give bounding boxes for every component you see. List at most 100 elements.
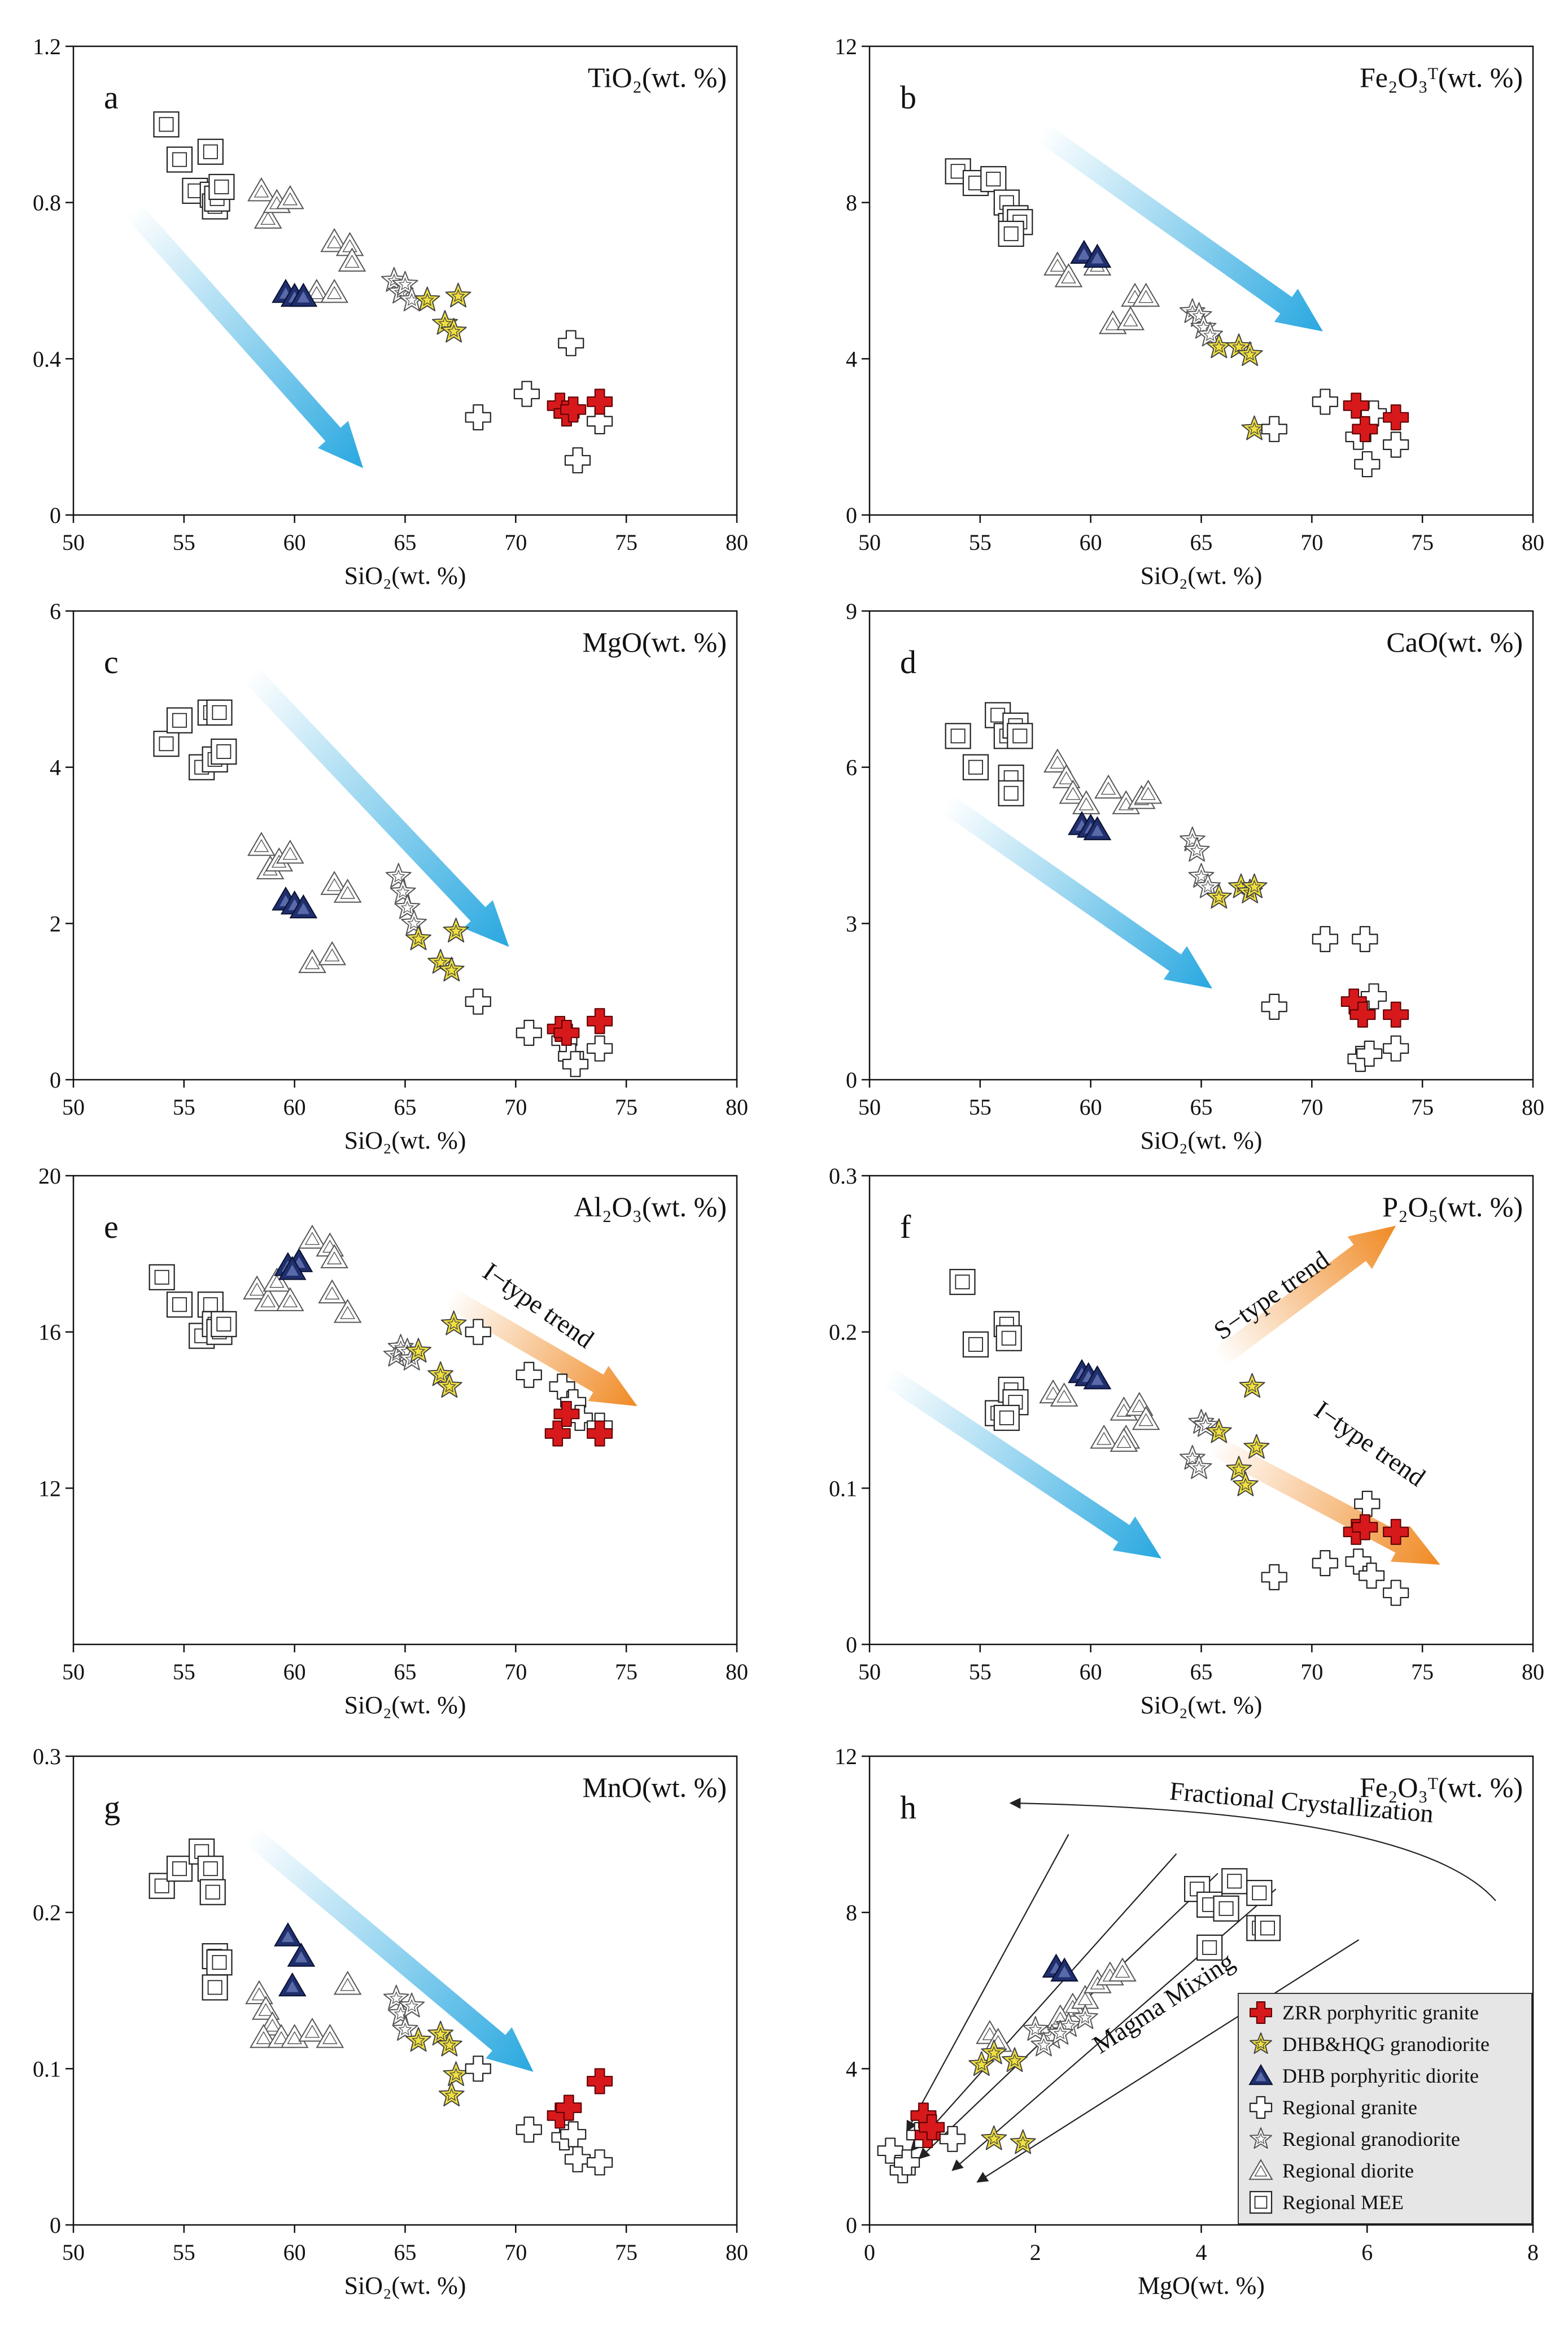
series-cross-filled [1340,988,1409,1028]
data-point-inner [442,1379,456,1393]
x-tick-label: 70 [504,1659,527,1685]
data-point [962,754,989,780]
data-point-inner [256,2031,272,2044]
series-triangle [245,1970,362,2048]
data-point-inner [1116,1435,1132,1448]
data-point-inner [172,1861,187,1876]
data-point [998,780,1024,806]
legend-label: DHB&HQG granodiorite [1282,2033,1490,2056]
data-point [553,1020,580,1046]
data-point [516,1361,542,1388]
panel-letter: a [104,79,119,116]
data-point [298,1224,326,1249]
data-point [1110,1428,1138,1452]
data-point [166,1856,193,1882]
data-point-inner [1078,2010,1092,2024]
y-tick-label: 4 [846,346,857,372]
data-point [1354,451,1381,478]
data-point-inner [287,2031,302,2044]
data-point-inner [950,728,966,744]
data-point-inner [295,1951,308,1963]
data-point [405,925,431,950]
data-point [1072,2004,1098,2030]
data-point [962,1331,989,1358]
legend-label: ZRR porphyritic granite [1282,2001,1479,2024]
data-point [1007,723,1033,749]
data-point-inner [407,916,421,929]
data-point [333,1299,362,1323]
data-point-inner [438,316,452,330]
data-point [1383,1518,1409,1545]
data-point-inner [1218,1901,1234,1916]
data-point-inner [286,1264,299,1276]
data-point [1050,1382,1078,1407]
data-point-inner [203,144,218,159]
series-triangle [1043,748,1163,814]
data-point [1237,341,1263,366]
trend-arrow-orange-shape [444,1288,637,1407]
x-tick-label: 6 [1361,2240,1373,2265]
data-point [1239,1373,1265,1398]
series-triangle-filled [274,1922,316,1997]
data-point-inner [340,1306,355,1319]
data-point [199,1879,226,1905]
data-point-inner [309,286,325,299]
data-point [587,408,613,435]
y-tick-label: 3 [846,911,857,936]
data-point-inner [1243,347,1257,361]
data-point-inner [442,2038,456,2052]
x-tick-label: 80 [1522,1659,1544,1685]
data-point-inner [1028,2022,1042,2036]
x-tick-label: 60 [1080,1094,1102,1120]
data-point [980,166,1007,193]
trend-arrow-blue [941,795,1213,989]
data-point [516,1019,542,1046]
data-point-inner [1245,1379,1259,1393]
data-point-inner [154,1269,169,1285]
data-point-inner [260,1294,276,1308]
data-point [553,1400,580,1427]
data-point [298,949,326,974]
data-point-inner [411,2033,426,2046]
data-point-inner [340,1978,355,1991]
data-point-inner [1250,1440,1264,1454]
data-point-inner [269,1275,285,1288]
data-point-inner [398,277,412,291]
y-tick-label: 0 [846,1632,857,1657]
data-point-inner [982,2027,998,2040]
series-triangle [1043,251,1160,334]
series-cross-filled [547,389,613,427]
x-tick-label: 65 [394,1659,417,1685]
data-point [587,2068,613,2094]
data-point-inner [1238,1478,1252,1491]
data-point [516,2116,542,2143]
x-axis-label: SiO₂(wt. %) [1141,1691,1263,1719]
data-point-inner [1212,890,1226,904]
data-point-inner [304,2024,320,2038]
data-point-inner [251,1987,267,2001]
trend-arrow-blue-shape [125,203,364,468]
data-point-inner [1050,756,1065,769]
data-point [465,2056,491,2082]
data-point [320,228,349,252]
x-tick-label: 55 [173,1659,195,1685]
x-tick-label: 75 [1411,1094,1434,1120]
x-axis-label: SiO₂(wt. %) [344,2272,466,2299]
series-cross [465,988,613,1077]
data-point [587,1420,613,1447]
data-point [1261,993,1287,1020]
trend-arrow-blue [881,1367,1162,1559]
data-point-inner [326,286,342,299]
data-point-inner [1053,2026,1067,2040]
y-tick-label: 8 [846,1900,857,1926]
data-point [1116,306,1145,330]
data-point-inner [273,2031,289,2044]
x-tick-label: 50 [858,1094,881,1120]
legend-marker [1248,2159,1273,2180]
data-point [1043,748,1072,773]
y-tick-label: 12 [835,1744,857,1769]
x-axis-label: SiO₂(wt. %) [344,562,466,590]
trend-arrow-blue [243,1826,534,2072]
y-tick-label: 0.3 [829,1163,857,1189]
